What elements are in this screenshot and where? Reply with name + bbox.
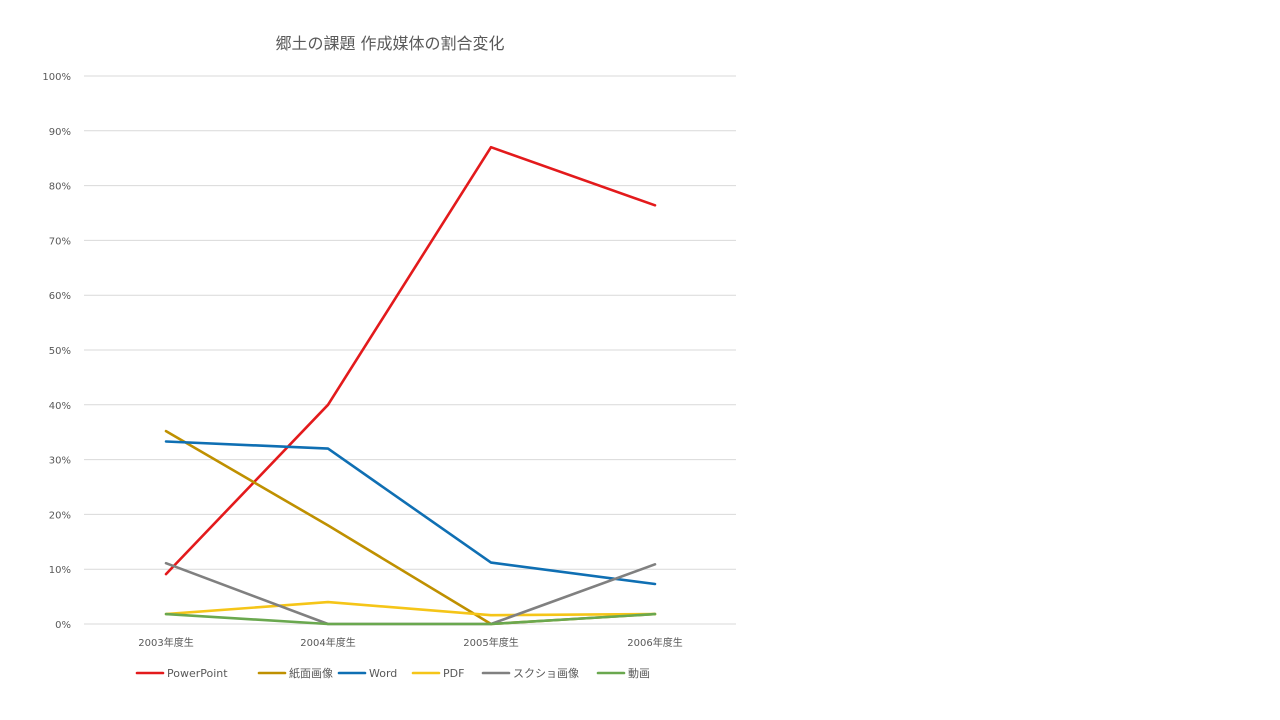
legend: PowerPoint 紙面画像 Word PDF スクショ画像 動画 [135,666,650,680]
y-tick-label: 20% [49,510,71,521]
y-tick-label: 10% [49,565,71,576]
y-tick-label: 70% [49,236,71,247]
legend-label: Word [369,667,397,680]
y-tick-label: 0% [55,620,71,631]
chart-title: 郷土の課題 作成媒体の割合変化 [275,34,504,53]
y-tick-label: 60% [49,291,71,302]
x-tick-label: 2006年度生 [627,636,682,649]
y-tick-label: 40% [49,401,71,412]
y-tick-label: 100% [42,72,71,83]
x-axis-tick-labels: 2003年度生 2004年度生 2005年度生 2006年度生 [138,636,682,649]
series-line [164,440,657,586]
legend-label: PowerPoint [167,667,228,680]
series-line [164,145,657,576]
y-tick-label: 90% [49,127,71,138]
grid-lines [84,75,736,625]
y-axis-tick-labels: 0% 10% 20% 30% 40% 50% 60% 70% 80% 90% 100% [42,72,71,631]
x-tick-label: 2005年度生 [463,636,518,649]
y-tick-label: 50% [49,346,71,357]
y-tick-label: 80% [49,182,71,193]
series-line [164,600,657,617]
legend-label: 紙面画像 [289,666,333,680]
series-line [164,612,657,626]
legend-label: 動画 [628,666,650,680]
y-tick-label: 30% [49,456,71,467]
x-tick-label: 2003年度生 [138,636,193,649]
x-tick-label: 2004年度生 [300,636,355,649]
series-lines [164,145,657,626]
legend-label: スクショ画像 [513,667,579,680]
legend-label: PDF [443,667,464,680]
